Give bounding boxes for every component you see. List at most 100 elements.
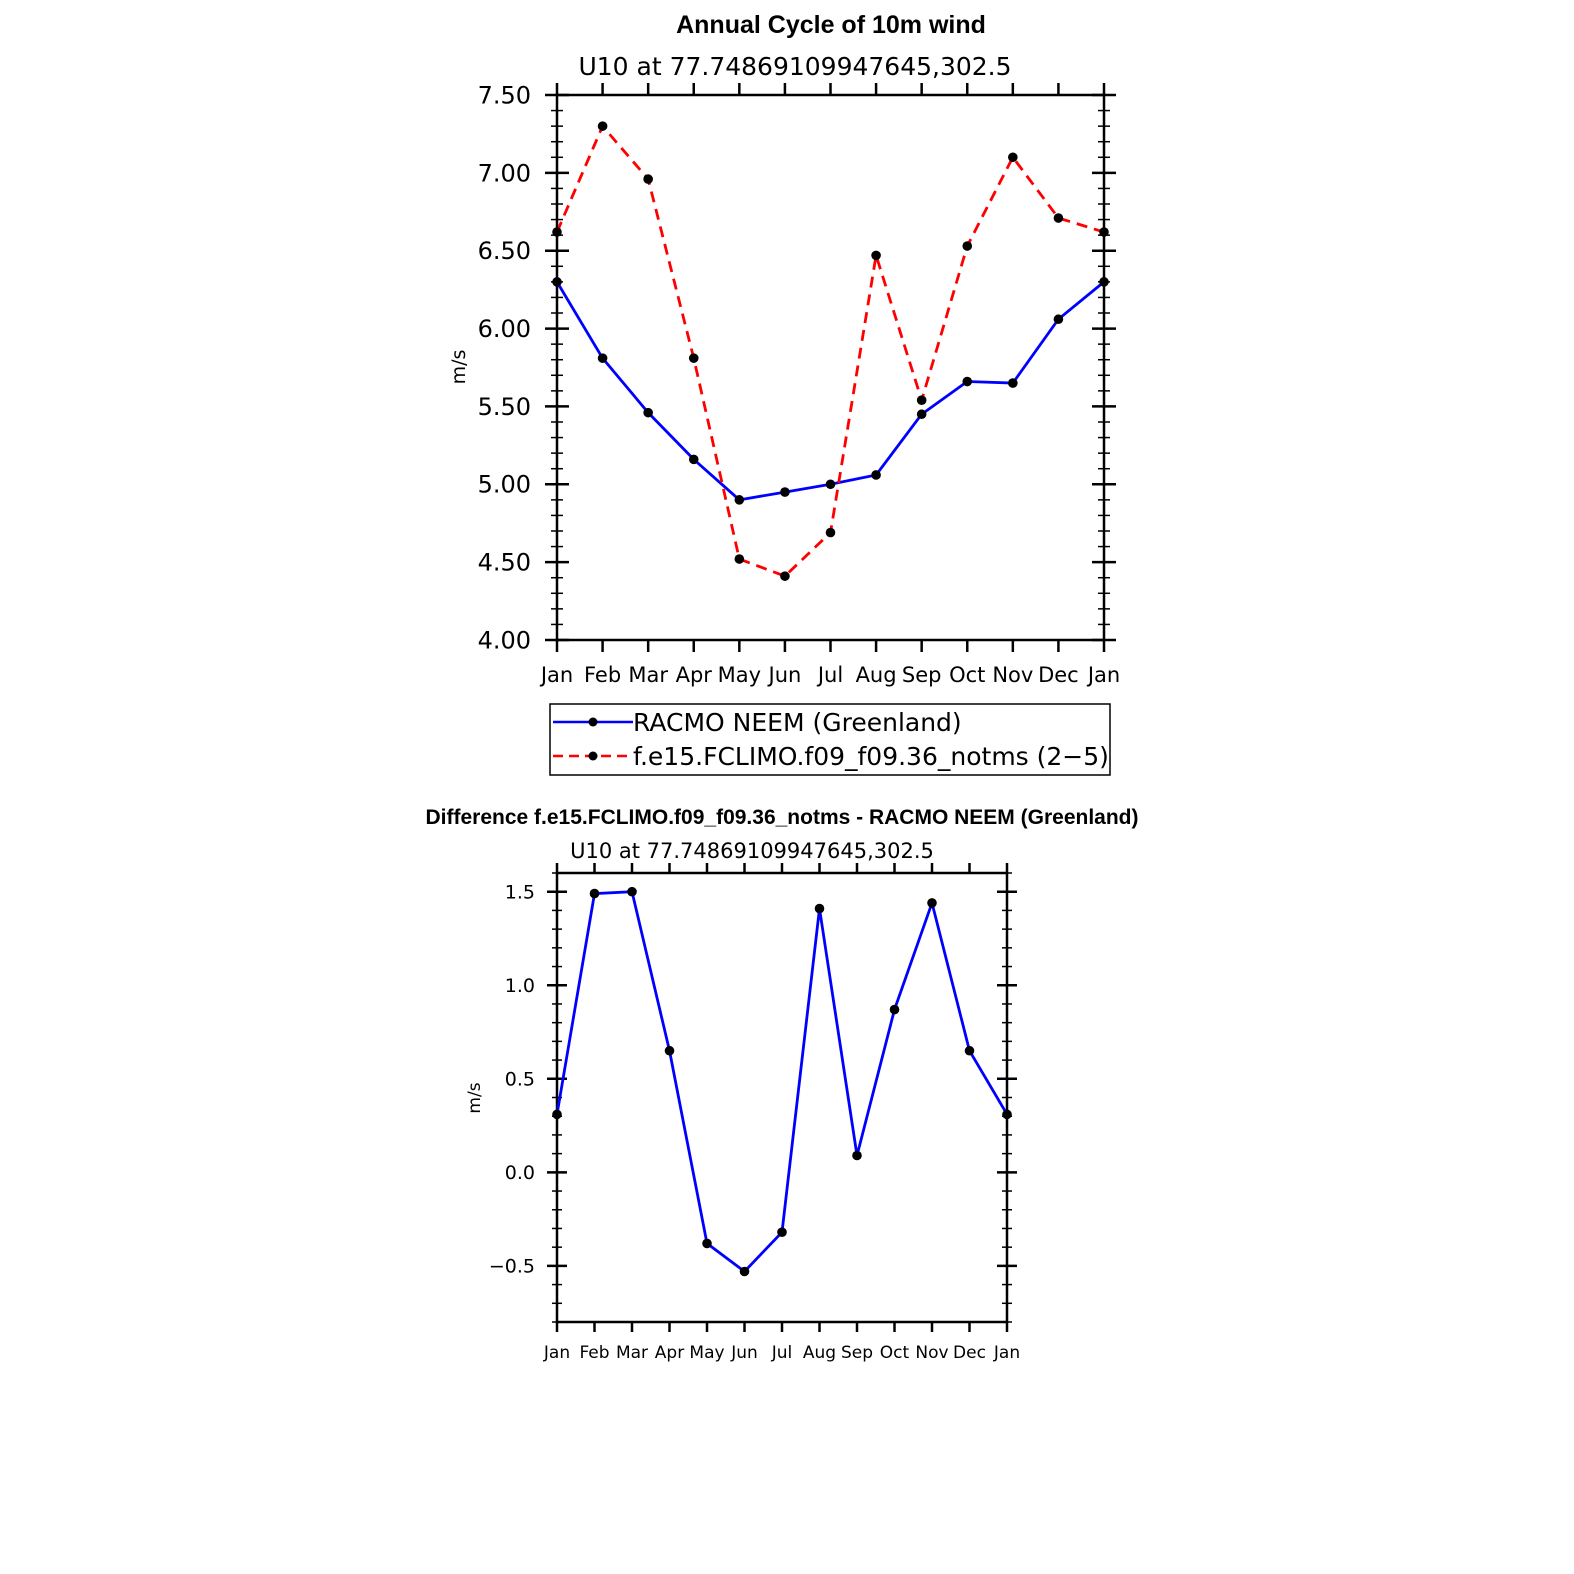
top-series-0-point [1099,277,1109,287]
top-series-1-point [688,353,699,363]
top-series-1-point [643,174,653,184]
bottom-chart-ylabel: m/s [465,1082,485,1113]
bottom-ytick-label: 0.0 [505,1162,535,1184]
bottom-ytick-label: −0.5 [489,1256,535,1278]
legend-label-racmo: RACMO NEEM (Greenland) [633,708,962,737]
top-ytick-label: 4.00 [478,626,531,654]
bottom-series-0-point [552,1109,562,1120]
top-xtick-label: Apr [676,663,713,687]
top-series-1-point [780,571,790,581]
top-xtick-label: Jan [539,663,573,687]
top-series-line-0 [555,280,1105,502]
bottom-series-0-point [664,1045,675,1056]
top-xtick-label: Oct [949,663,985,687]
bottom-series-0-point [964,1045,975,1056]
top-ytick-label: 4.50 [478,549,531,577]
top-series-1-point [1053,213,1064,223]
top-series-1-point [871,250,881,261]
bottom-series-0-point [627,886,637,897]
top-ytick-label: 6.50 [478,237,531,265]
top-series-1-point [825,527,836,538]
top-chart-title: Annual Cycle of 10m wind [676,11,986,39]
top-chart-ylabel: m/s [448,350,470,385]
top-chart-legend: RACMO NEEM (Greenland) f.e15.FCLIMO.f09_… [549,703,1111,776]
bottom-chart-subtitle: U10 at 77.74869109947645,302.5 [570,839,934,863]
top-series-0-point [962,376,973,387]
bottom-xtick-label: Aug [803,1343,836,1363]
bottom-xtick-label: Jan [543,1343,570,1363]
bottom-series-0-point [889,1004,900,1015]
top-chart-xtick-labels: Jan Feb Mar Apr May Jun Jul Aug Sep Oct Nov Dec Jan [539,663,1120,687]
top-series-1-point [916,395,927,406]
top-series-0-point [597,353,608,363]
top-xtick-label: Jul [816,663,843,687]
legend-label-model: f.e15.FCLIMO.f09_f09.36_notms (2−5) [633,742,1109,771]
top-series-0-point [734,495,745,505]
top-series-0-point [552,277,562,287]
bottom-series-0-point [589,888,600,899]
top-ytick-label: 5.50 [478,393,531,421]
top-series-1-point [552,227,562,237]
top-xtick-label: May [718,663,761,687]
bottom-xtick-label: Feb [579,1343,609,1363]
bottom-series-line-0 [555,890,1009,1274]
legend-box [549,703,1111,776]
top-series-1-point [734,554,745,564]
bottom-xtick-label: Jul [771,1343,793,1363]
top-ytick-label: 6.00 [478,315,531,343]
top-xtick-label: Aug [856,663,897,687]
bottom-chart-title: Difference f.e15.FCLIMO.f09_f09.36_notms… [426,806,1139,829]
top-series-0-point [825,479,836,490]
bottom-xtick-label: Jun [730,1343,758,1363]
top-series-0-point [1053,314,1064,325]
top-xtick-label: Sep [902,663,942,687]
annual-cycle-chart: Annual Cycle of 10m wind U10 at 77.74869… [448,11,1120,776]
bottom-xtick-label: Jan [993,1343,1020,1363]
bottom-series-0-point [1002,1109,1012,1120]
top-series-0-point [780,487,790,497]
top-series-1-point [1008,152,1018,163]
bottom-xtick-label: Nov [915,1343,948,1363]
bottom-series-0-point [927,898,937,908]
bottom-ytick-label: 1.5 [505,881,535,903]
top-ytick-label: 7.00 [478,159,531,187]
bottom-chart-axes [547,863,1017,1332]
legend-marker-model [588,751,598,761]
top-chart-subtitle: U10 at 77.74869109947645,302.5 [578,52,1011,81]
bottom-ytick-label: 1.0 [505,975,535,997]
top-series-0-point [643,407,653,418]
bottom-xtick-label: Oct [880,1343,910,1363]
bottom-xtick-label: May [689,1343,724,1363]
bottom-xtick-label: Apr [655,1343,684,1363]
top-series-0-point [1008,378,1018,388]
bottom-xtick-label: Sep [841,1343,873,1363]
top-chart-series [552,121,1109,581]
top-frame [555,93,1106,642]
bottom-series-0-point [814,903,825,914]
bottom-series-0-point [702,1238,712,1249]
legend-marker-racmo [588,717,598,727]
bottom-frame [555,871,1009,1324]
top-xtick-label: Nov [992,663,1033,687]
bottom-ytick-label: 0.5 [505,1068,535,1090]
top-series-0-point [688,454,699,465]
top-series-1-point [962,241,973,251]
bottom-series-0-point [852,1150,862,1161]
top-xtick-label: Jun [767,663,802,687]
difference-chart: Difference f.e15.FCLIMO.f09_f09.36_notms… [426,806,1139,1363]
top-chart-ytick-labels: 4.00 4.50 5.00 5.50 6.00 6.50 7.00 7.50 [478,81,531,654]
top-chart-axes [545,83,1116,652]
top-series-0-point [871,470,881,480]
bottom-series-0-point [777,1227,787,1237]
bottom-series-0-point [739,1266,750,1277]
top-series-line-1 [555,123,1105,578]
top-xtick-label: Feb [584,663,621,687]
top-series-1-point [597,121,608,131]
bottom-xtick-label: Mar [616,1343,648,1363]
top-xtick-label: Mar [628,663,668,687]
bottom-chart-xtick-labels: Jan Feb Mar Apr May Jun Jul Aug Sep Oct Nov Dec Jan [543,1343,1020,1363]
top-xtick-label: Dec [1038,663,1079,687]
top-series-0-point [916,409,927,420]
bottom-xtick-label: Dec [953,1343,986,1363]
